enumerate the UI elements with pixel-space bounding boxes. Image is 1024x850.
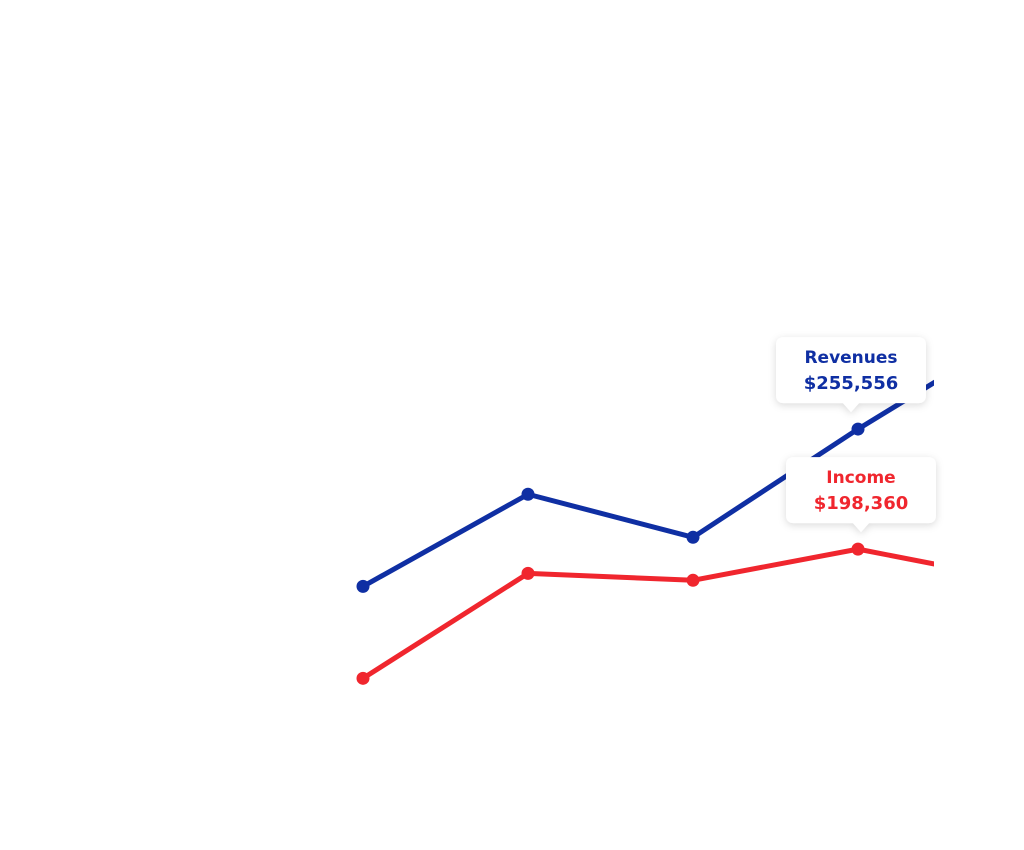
tooltips: Revenues $255,556 Income $198,360 — [776, 337, 936, 533]
tooltip-series-name: Revenues — [804, 348, 897, 368]
data-point — [1017, 575, 1024, 588]
data-point — [686, 530, 700, 544]
data-point — [686, 573, 700, 587]
tooltip: Revenues $255,556 — [776, 337, 926, 413]
tooltip: Income $198,360 — [786, 457, 936, 533]
tooltip-series-name: Income — [826, 468, 895, 488]
tooltip-box — [776, 337, 926, 413]
data-point — [1017, 322, 1024, 335]
data-point — [851, 422, 865, 436]
tooltip-value: $255,556 — [804, 373, 899, 394]
data-point — [356, 579, 370, 593]
data-point — [356, 671, 370, 685]
tooltip-value: $198,360 — [814, 493, 909, 514]
tooltip-box — [786, 457, 936, 533]
data-point — [521, 566, 535, 580]
data-point — [851, 542, 865, 556]
series-line — [360, 546, 934, 681]
data-point — [521, 487, 535, 501]
